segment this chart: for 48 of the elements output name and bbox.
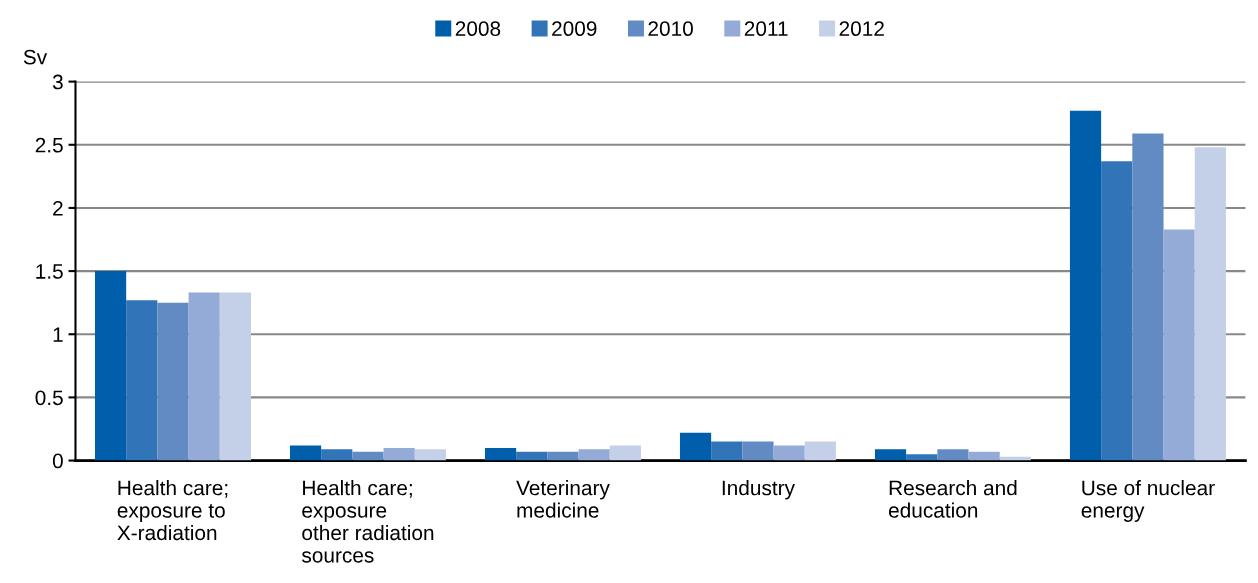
y-tick-label: 0 — [52, 453, 63, 469]
x-tick-label: Research and education — [888, 480, 1017, 518]
bar — [352, 451, 384, 461]
bar — [126, 300, 158, 461]
bar — [157, 302, 189, 461]
bar — [711, 441, 743, 461]
legend-label: 2010 — [648, 21, 693, 37]
x-tick-label: Industry — [722, 480, 795, 500]
bar — [609, 445, 641, 461]
bar — [804, 441, 836, 461]
x-tick-label: Health care; exposure other radiation sources — [301, 480, 434, 563]
bar — [414, 449, 446, 461]
bar — [188, 292, 220, 461]
bar — [874, 449, 907, 461]
bar — [289, 445, 322, 461]
bar — [383, 447, 415, 461]
bar — [1101, 161, 1133, 461]
y-tick-label: 2 — [53, 200, 63, 216]
bar — [1132, 133, 1164, 461]
bar — [578, 449, 610, 461]
legend-label: 2011 — [744, 21, 788, 37]
legend-label: 2008 — [455, 21, 501, 37]
y-tick-label: 2.5 — [35, 137, 63, 153]
bar — [547, 451, 579, 461]
x-tick-label: Health care; exposure to X-radiation — [117, 480, 228, 541]
bar — [516, 451, 548, 461]
bar — [937, 449, 969, 461]
bar — [484, 447, 517, 461]
bar — [1163, 229, 1195, 461]
x-tick-label: Use of nuclear energy — [1081, 480, 1215, 522]
bar — [321, 449, 353, 461]
bar — [1069, 110, 1102, 461]
legend-label: 2012 — [839, 21, 884, 37]
bar — [219, 292, 251, 461]
bar — [906, 454, 938, 461]
bar — [773, 445, 805, 461]
bar — [968, 451, 1000, 461]
y-tick-label: 1 — [53, 327, 63, 342]
y-tick-label: 1.5 — [36, 264, 63, 279]
bar — [94, 271, 127, 461]
bar — [1194, 147, 1226, 461]
bar — [679, 432, 712, 461]
y-tick-label: 3 — [52, 74, 63, 90]
legend-label: 2009 — [552, 21, 597, 37]
bar — [742, 441, 774, 461]
x-tick-label: Veterinary medicine — [516, 480, 610, 518]
y-axis-title: Sv — [23, 49, 48, 65]
y-tick-label: 0.5 — [35, 390, 63, 406]
